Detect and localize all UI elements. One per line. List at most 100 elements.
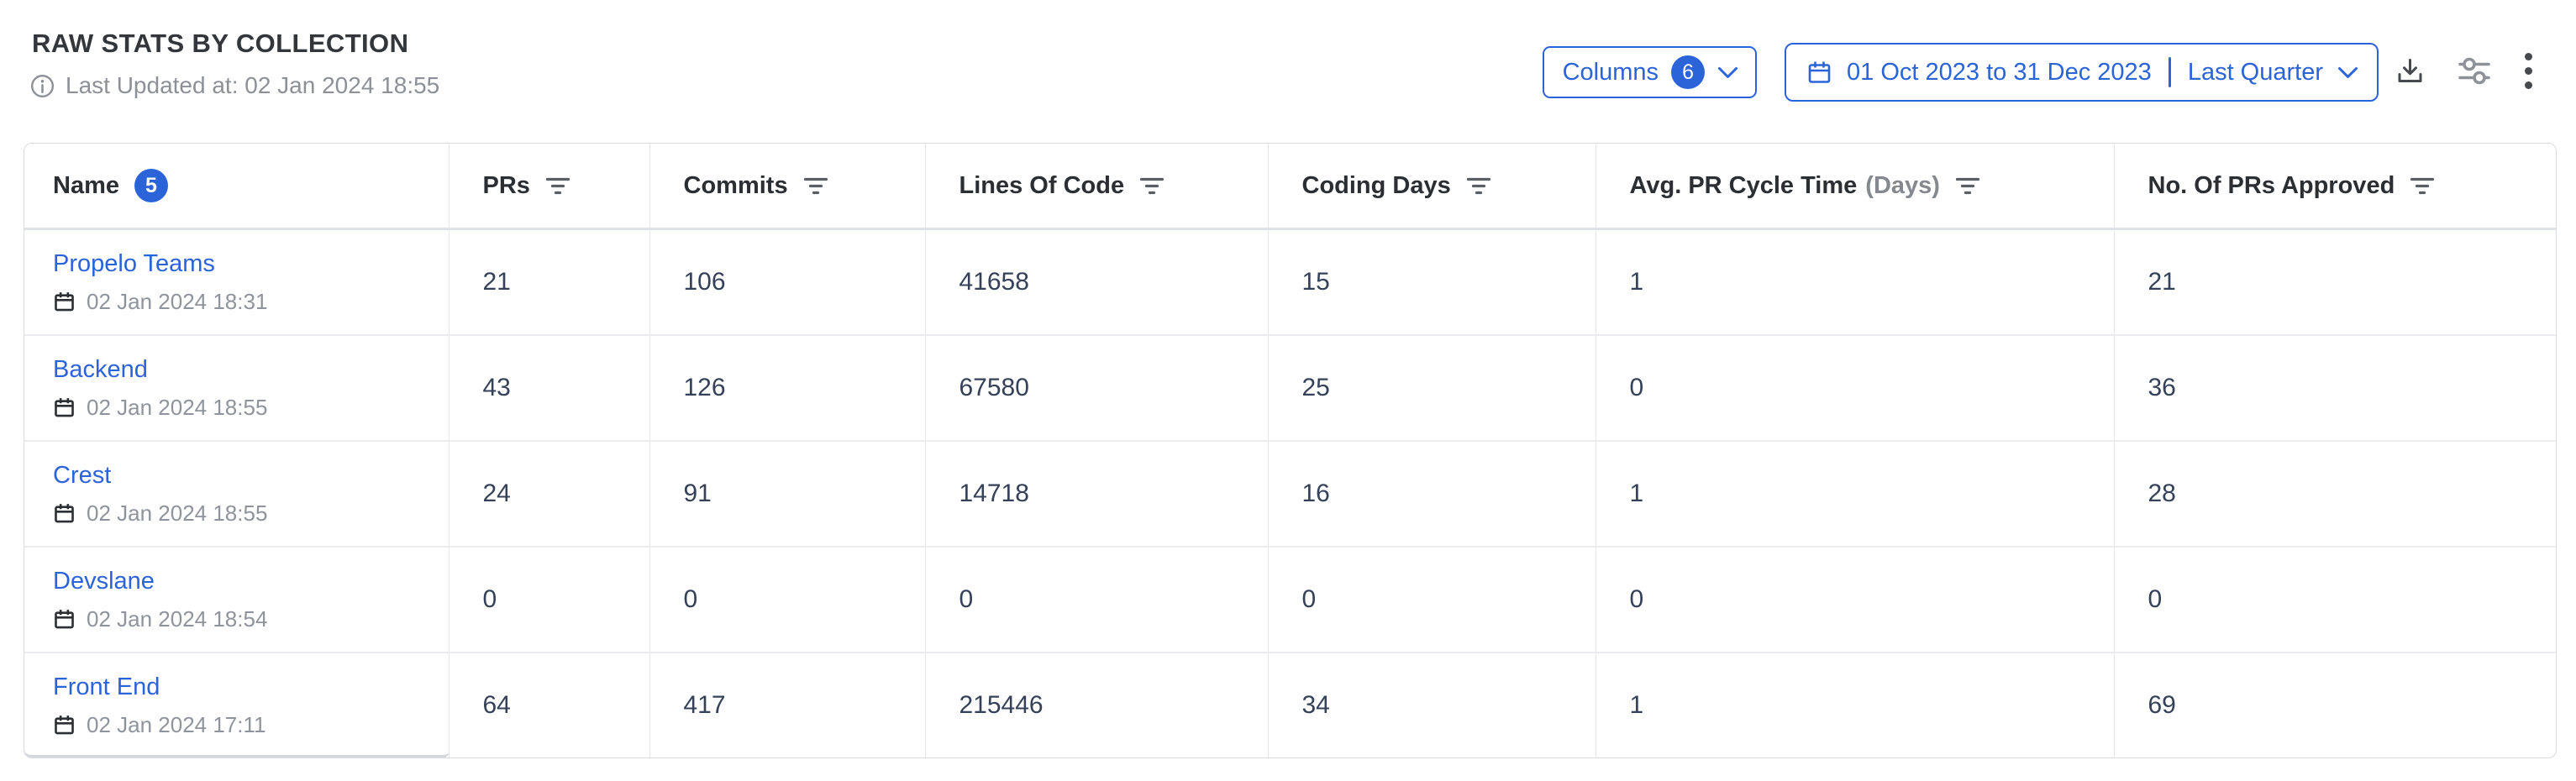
calendar-icon xyxy=(53,608,76,631)
last-updated-text: Last Updated at: 02 Jan 2024 18:55 xyxy=(66,72,440,98)
raw-stats-table: Name 5 PRs Commits Lines Of Code Coding Days A… xyxy=(24,144,2557,757)
cell-prs: 24 xyxy=(449,441,650,548)
name-count-badge: 5 xyxy=(134,169,168,202)
cell-no-of-prs-approved: 0 xyxy=(2114,547,2556,653)
cell-name: Crest 02 Jan 2024 18:55 xyxy=(24,441,449,548)
cell-lines-of-code: 0 xyxy=(925,547,1269,653)
cell-lines-of-code: 67580 xyxy=(925,335,1269,442)
columns-button-label: Columns xyxy=(1562,58,1659,86)
cell-name: Front End 02 Jan 2024 17:11 xyxy=(24,653,449,757)
column-label: PRs xyxy=(482,171,530,199)
filter-icon[interactable] xyxy=(1466,176,1491,196)
column-label-suffix: (Days) xyxy=(1865,171,1940,199)
row-updated-text: 02 Jan 2024 18:55 xyxy=(87,394,268,420)
cell-prs: 0 xyxy=(449,547,650,653)
toolbar-icons xyxy=(2395,52,2533,92)
filter-icon[interactable] xyxy=(2410,176,2435,196)
calendar-icon xyxy=(53,291,76,313)
date-preset-text: Last Quarter xyxy=(2187,58,2323,86)
column-header-inner: No. Of PRs Approved xyxy=(2148,171,2557,200)
cell-commits: 0 xyxy=(649,547,926,653)
column-header-name[interactable]: Name 5 xyxy=(24,144,449,230)
sliders-icon xyxy=(2458,57,2490,87)
columns-count-badge: 6 xyxy=(1671,55,1706,89)
filter-icon[interactable] xyxy=(1139,176,1164,196)
last-updated: Last Updated at: 02 Jan 2024 18:55 xyxy=(30,72,439,99)
column-header-coding-days[interactable]: Coding Days xyxy=(1268,144,1596,230)
cell-avg-pr-cycle-time: 0 xyxy=(1596,547,2115,653)
stats-table: Name 5 PRs Commits Lines Of Code Coding Days A… xyxy=(24,143,2557,758)
column-header-lines-of-code[interactable]: Lines Of Code xyxy=(925,144,1269,230)
collection-link[interactable]: Front End xyxy=(53,673,160,700)
column-header-inner: Lines Of Code xyxy=(959,172,1268,200)
row-updated: 02 Jan 2024 18:55 xyxy=(53,501,449,527)
collection-link[interactable]: Propelo Teams xyxy=(53,249,215,277)
column-label: Coding Days xyxy=(1301,171,1451,199)
row-updated-text: 02 Jan 2024 18:31 xyxy=(87,288,268,314)
name-cell: Backend 02 Jan 2024 18:55 xyxy=(53,356,449,421)
collection-link[interactable]: Devslane xyxy=(53,567,155,595)
column-label: No. Of PRs Approved xyxy=(2148,171,2395,199)
divider xyxy=(2168,57,2171,87)
cell-name: Backend 02 Jan 2024 18:55 xyxy=(24,335,449,442)
name-cell: Propelo Teams 02 Jan 2024 18:31 xyxy=(53,250,449,315)
name-cell: Devslane 02 Jan 2024 18:54 xyxy=(53,568,449,632)
calendar-icon xyxy=(53,396,76,419)
column-header-avg-pr-cycle-time[interactable]: Avg. PR Cycle Time (Days) xyxy=(1596,144,2115,230)
chevron-down-icon xyxy=(1717,66,1738,79)
cell-no-of-prs-approved: 28 xyxy=(2114,441,2556,548)
table-row: Crest 02 Jan 2024 18:55 24 91 14718 16 1 28 xyxy=(24,441,2556,548)
collection-link[interactable]: Backend xyxy=(53,355,148,383)
columns-button[interactable]: Columns 6 xyxy=(1542,46,1758,98)
cell-no-of-prs-approved: 69 xyxy=(2148,691,2176,719)
calendar-icon xyxy=(1806,60,1832,86)
column-header-inner: Coding Days xyxy=(1302,172,1596,200)
column-header-commits[interactable]: Commits xyxy=(649,144,926,230)
row-updated-text: 02 Jan 2024 18:54 xyxy=(87,605,268,632)
page-title: RAW STATS BY COLLECTION xyxy=(32,29,409,58)
cell-name: Propelo Teams 02 Jan 2024 18:31 xyxy=(24,228,449,336)
cell-lines-of-code: 14718 xyxy=(925,441,1269,548)
column-header-no-of-prs-approved[interactable]: No. Of PRs Approved xyxy=(2114,144,2557,230)
download-button[interactable] xyxy=(2395,56,2425,88)
date-range-text: 01 Oct 2023 to 31 Dec 2023 xyxy=(1847,58,2152,86)
column-header-inner: Name 5 xyxy=(53,169,449,202)
cell-no-of-prs-approved: 36 xyxy=(2114,335,2556,442)
chevron-down-icon xyxy=(2337,66,2358,79)
filter-icon[interactable] xyxy=(803,176,828,196)
kebab-menu-icon xyxy=(2524,52,2533,92)
column-label: Commits xyxy=(683,171,788,199)
cell-avg-pr-cycle-time: 1 xyxy=(1596,441,2115,548)
calendar-icon xyxy=(53,714,76,736)
row-updated: 02 Jan 2024 17:11 xyxy=(53,712,449,738)
more-options-button[interactable] xyxy=(2524,52,2533,92)
column-header-inner: Avg. PR Cycle Time (Days) xyxy=(1630,172,2114,200)
date-range-button[interactable]: 01 Oct 2023 to 31 Dec 2023 Last Quarter xyxy=(1785,43,2379,102)
column-label: Name xyxy=(53,171,119,199)
cell-commits: 106 xyxy=(649,228,926,336)
row-updated-text: 02 Jan 2024 18:55 xyxy=(87,500,268,526)
info-icon xyxy=(30,74,55,98)
settings-sliders-button[interactable] xyxy=(2458,57,2490,87)
filter-icon[interactable] xyxy=(1955,176,1980,196)
cell-no-of-prs-approved: 21 xyxy=(2114,228,2556,336)
collection-link[interactable]: Crest xyxy=(53,461,112,489)
cell-avg-pr-cycle-time: 1 xyxy=(1596,228,2115,336)
table-header-row: Name 5 PRs Commits Lines Of Code Coding Days A… xyxy=(24,144,2557,230)
table-row: Front End 02 Jan 2024 17:11 64 417 215446 34 1… xyxy=(24,653,2556,757)
name-cell: Front End 02 Jan 2024 17:11 xyxy=(53,674,449,738)
row-updated: 02 Jan 2024 18:31 xyxy=(53,289,449,315)
calendar-icon xyxy=(53,502,76,525)
cell-lines-of-code: 41658 xyxy=(925,228,1269,336)
table-row: Devslane 02 Jan 2024 18:54 0 0 0 0 0 0 xyxy=(24,547,2556,653)
cell-avg-pr-cycle-time: 0 xyxy=(1596,335,2115,442)
toolbar: Columns 6 01 Oct 2023 to 31 Dec 2023 Las… xyxy=(1542,39,2557,106)
column-header-inner: Commits xyxy=(684,172,925,200)
cell-prs: 43 xyxy=(449,335,650,442)
cell-commits: 417 xyxy=(649,653,926,757)
cell-coding-days: 16 xyxy=(1268,441,1596,548)
cell-prs: 21 xyxy=(449,228,650,336)
column-header-prs[interactable]: PRs xyxy=(449,144,650,230)
filter-icon[interactable] xyxy=(545,176,570,196)
